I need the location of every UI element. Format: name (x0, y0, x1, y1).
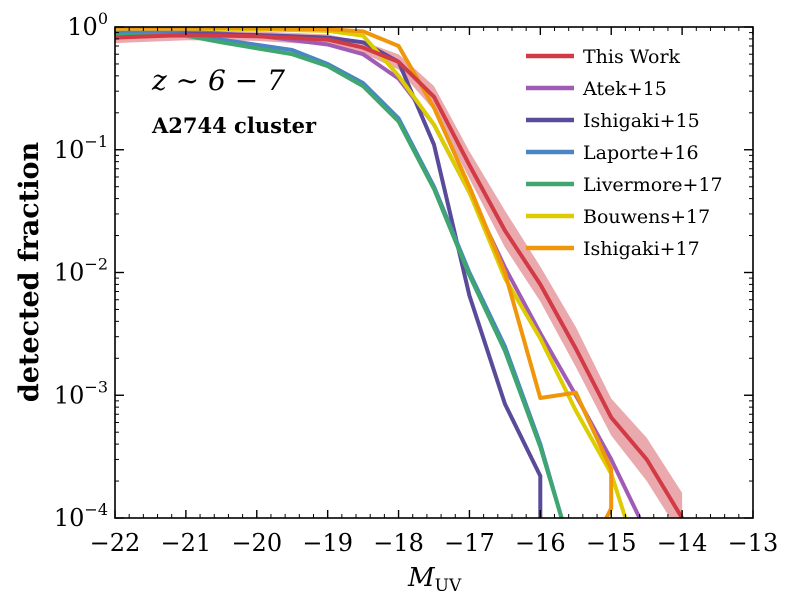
annotation-field: A2744 cluster (151, 113, 317, 138)
legend-label-laporte-16: Laporte+16 (583, 142, 699, 164)
x-tick-label: −13 (728, 529, 779, 557)
legend-label-bouwens-17: Bouwens+17 (583, 206, 710, 228)
x-axis-title-sub: UV (435, 576, 462, 596)
x-tick-label: −15 (586, 529, 637, 557)
y-tick-label: 10−3 (54, 377, 108, 409)
series-line-livermore-17 (115, 33, 564, 518)
legend: This Work Atek+15 Ishigaki+15 Laporte+16 Liv… (526, 46, 723, 260)
series-layer (115, 27, 684, 518)
x-tick-label: −18 (373, 529, 424, 557)
legend-label-atek-15: Atek+15 (582, 78, 667, 100)
x-tick-label: −20 (231, 529, 282, 557)
x-tick-label: −17 (444, 529, 495, 557)
x-axis-title-main: M (407, 563, 436, 593)
y-tick-label: 10−2 (54, 255, 108, 287)
legend-label-ishigaki-17: Ishigaki+17 (583, 238, 700, 260)
y-tick-label: 100 (67, 9, 108, 41)
x-tick-label: −22 (90, 529, 141, 557)
x-tick-label: −14 (657, 529, 708, 557)
annotation-redshift: z ∼ 6 − 7 (151, 64, 285, 97)
legend-label-ishigaki-15: Ishigaki+15 (583, 110, 700, 132)
legend-label-this-work: This Work (583, 46, 681, 68)
x-tick-label: −16 (515, 529, 566, 557)
y-tick-label: 10−4 (54, 500, 108, 532)
x-axis-title: MUV (407, 563, 462, 596)
y-tick-label: 10−1 (54, 132, 108, 164)
series-line-this-work (115, 33, 684, 518)
y-axis-title: detected fraction (14, 142, 45, 403)
x-tick-label: −21 (161, 529, 212, 557)
tick-layer: −22 −21 −20 −19 −18 −17 −16 −15 −14 −13 100 10−1 10−… (54, 9, 778, 557)
legend-label-livermore-17: Livermore+17 (583, 174, 723, 196)
x-tick-label: −19 (302, 529, 353, 557)
series-line-ishigaki-17 (115, 27, 614, 518)
